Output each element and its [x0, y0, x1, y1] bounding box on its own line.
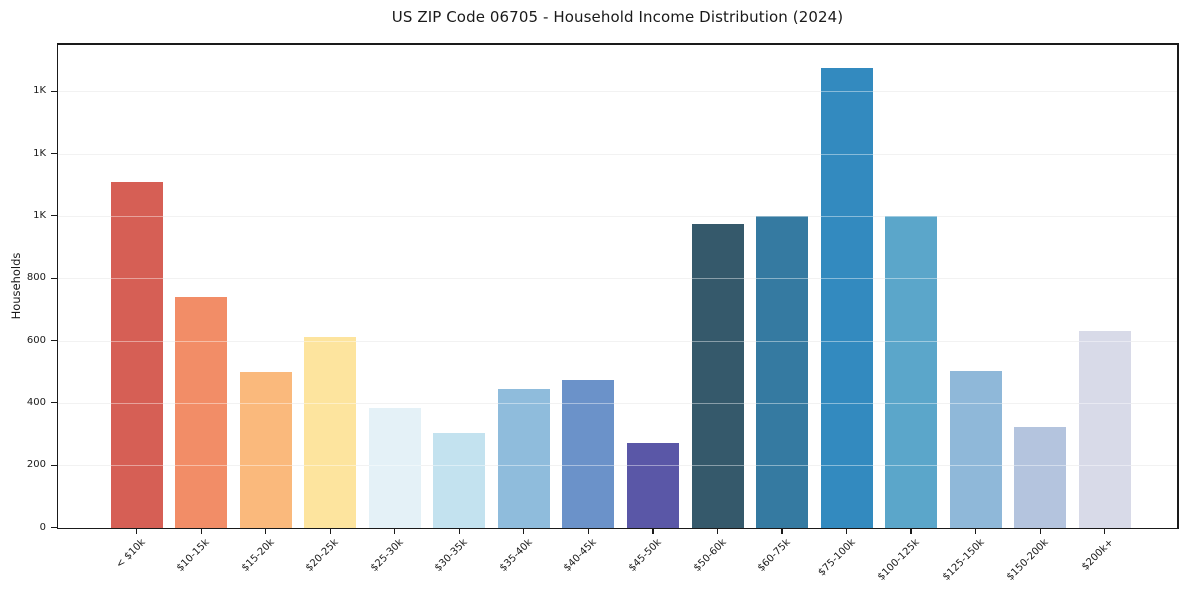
x-tick-15-20k — [265, 529, 267, 534]
x-tick-35-40k — [523, 529, 525, 534]
y-tick-600 — [50, 339, 57, 342]
y-tick-400 — [50, 402, 57, 404]
gridline-overlay-1000 — [58, 215, 1177, 218]
x-tick-20-25k — [329, 529, 331, 534]
bar-50-60k — [691, 223, 744, 528]
gridline-1400 — [58, 91, 1177, 93]
bar-40-45k — [562, 379, 615, 528]
x-tick-10-15k — [200, 529, 202, 534]
y-tick-label-600: 600 — [26, 334, 46, 346]
bar-125-150k — [949, 370, 1002, 528]
bar-30-35k — [433, 432, 486, 528]
x-tick-25-30k — [394, 529, 396, 534]
gridline-1000 — [58, 215, 1177, 218]
y-tick-0 — [50, 526, 57, 529]
gridline-overlay-400 — [58, 402, 1177, 405]
axis-spine-right — [1177, 43, 1179, 529]
x-tick-75-100k — [845, 529, 848, 534]
y-tick-1400 — [50, 90, 57, 92]
y-tick-label-800: 800 — [26, 272, 46, 284]
y-tick-label-1000: 1K — [33, 209, 46, 221]
y-tick-label-1400: 1K — [33, 85, 46, 97]
x-tick-60-75k — [781, 529, 783, 534]
bar-45-50k — [626, 443, 679, 528]
axis-spine-top — [56, 43, 1179, 45]
x-tick-50-60k — [716, 529, 719, 534]
y-tick-200 — [50, 464, 57, 466]
gridline-overlay-1400 — [58, 91, 1177, 93]
bar-10-15k — [175, 296, 228, 528]
bar-150-200k — [1014, 426, 1067, 528]
y-tick-label-400: 400 — [26, 396, 46, 408]
gridline-overlay-600 — [58, 340, 1177, 342]
gridline-800 — [58, 278, 1177, 280]
x-tick-10k — [136, 529, 138, 534]
gridline-600 — [58, 340, 1177, 342]
chart-title: US ZIP Code 06705 - Household Income Dis… — [391, 8, 844, 26]
x-tick-125-150k — [974, 529, 977, 534]
axis-spine-left — [56, 43, 58, 529]
x-tick-40-45k — [587, 529, 590, 534]
gridlines-layer — [58, 45, 1177, 528]
y-axis-label: Households — [9, 252, 23, 320]
x-tick-100-125k — [910, 529, 912, 534]
bar-20-25k — [304, 336, 357, 528]
bar-75-100k — [820, 67, 873, 528]
x-tick-label-10k: < $10k — [113, 537, 148, 571]
y-tick-1000 — [50, 215, 57, 217]
bar-25-30k — [368, 408, 421, 528]
bar-35-40k — [497, 388, 550, 528]
bar-60-75k — [756, 215, 808, 528]
gridline-1200 — [58, 153, 1177, 155]
gridline-overlay-200 — [58, 465, 1177, 467]
gridline-400 — [58, 402, 1177, 405]
y-tick-label-200: 200 — [26, 459, 46, 471]
bar-15-20k — [239, 371, 292, 528]
y-tick-label-0: 0 — [39, 521, 46, 533]
y-tick-label-1200: 1K — [33, 147, 46, 159]
gridlines-overlay-layer — [58, 45, 1177, 528]
x-tick-30-35k — [458, 529, 460, 534]
y-tick-1200 — [50, 153, 57, 155]
y-tick-800 — [50, 277, 57, 279]
gridline-200 — [58, 465, 1177, 467]
x-tick-45-50k — [652, 529, 654, 534]
axis-spine-bottom — [56, 527, 1179, 530]
bar-10k — [110, 181, 163, 528]
gridline-overlay-1200 — [58, 153, 1177, 155]
bar-200k — [1078, 331, 1131, 528]
bar-100-125k — [885, 215, 938, 528]
x-tick-150-200k — [1039, 529, 1041, 534]
x-tick-200k — [1104, 529, 1106, 534]
gridline-overlay-800 — [58, 278, 1177, 280]
bars-layer — [58, 45, 1177, 528]
